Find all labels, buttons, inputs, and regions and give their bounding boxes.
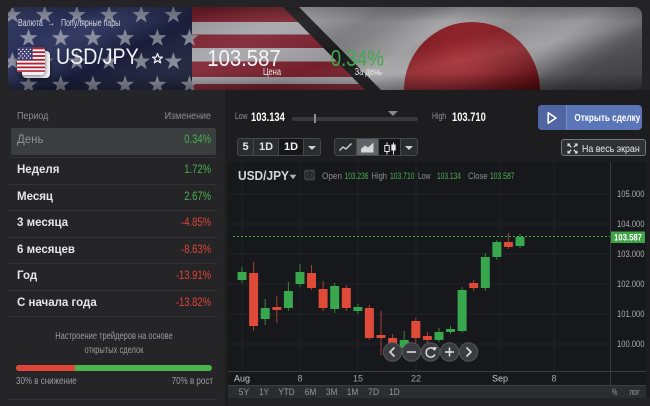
svg-text:%: % — [612, 387, 618, 398]
svg-text:6M: 6M — [305, 387, 317, 398]
svg-text:104.000: 104.000 — [617, 219, 645, 230]
svg-text:103.134: 103.134 — [437, 171, 461, 181]
svg-text:100.000: 100.000 — [617, 339, 645, 350]
svg-text:103.710: 103.710 — [390, 171, 415, 181]
svg-text:5Y: 5Y — [239, 387, 250, 398]
svg-text:15: 15 — [353, 374, 363, 385]
svg-text:High: High — [372, 171, 388, 181]
svg-text:лог: лог — [629, 387, 640, 398]
svg-text:22: 22 — [411, 374, 421, 385]
svg-text:103.587: 103.587 — [614, 233, 642, 243]
svg-text:102.000: 102.000 — [617, 279, 645, 290]
svg-text:1D: 1D — [389, 387, 400, 398]
svg-text:YTD: YTD — [278, 387, 294, 398]
svg-text:103.000: 103.000 — [617, 249, 645, 260]
svg-text:8: 8 — [298, 374, 303, 385]
svg-text:1Y: 1Y — [259, 387, 269, 398]
svg-text:Aug: Aug — [234, 374, 250, 385]
svg-text:8: 8 — [552, 374, 557, 385]
svg-text:Close: Close — [468, 171, 488, 181]
svg-text:103.587: 103.587 — [490, 171, 515, 181]
svg-text:101.000: 101.000 — [617, 309, 645, 320]
svg-text:Low: Low — [418, 171, 431, 181]
svg-text:103.236: 103.236 — [345, 171, 369, 181]
svg-text:3M: 3M — [326, 387, 337, 398]
svg-text:Open: Open — [322, 171, 342, 181]
svg-text:1M: 1M — [347, 387, 359, 398]
svg-text:7D: 7D — [368, 387, 379, 398]
svg-text:Sep: Sep — [492, 374, 508, 385]
svg-text:USD/JPY: USD/JPY — [238, 169, 290, 183]
svg-text:105.000: 105.000 — [617, 189, 645, 200]
